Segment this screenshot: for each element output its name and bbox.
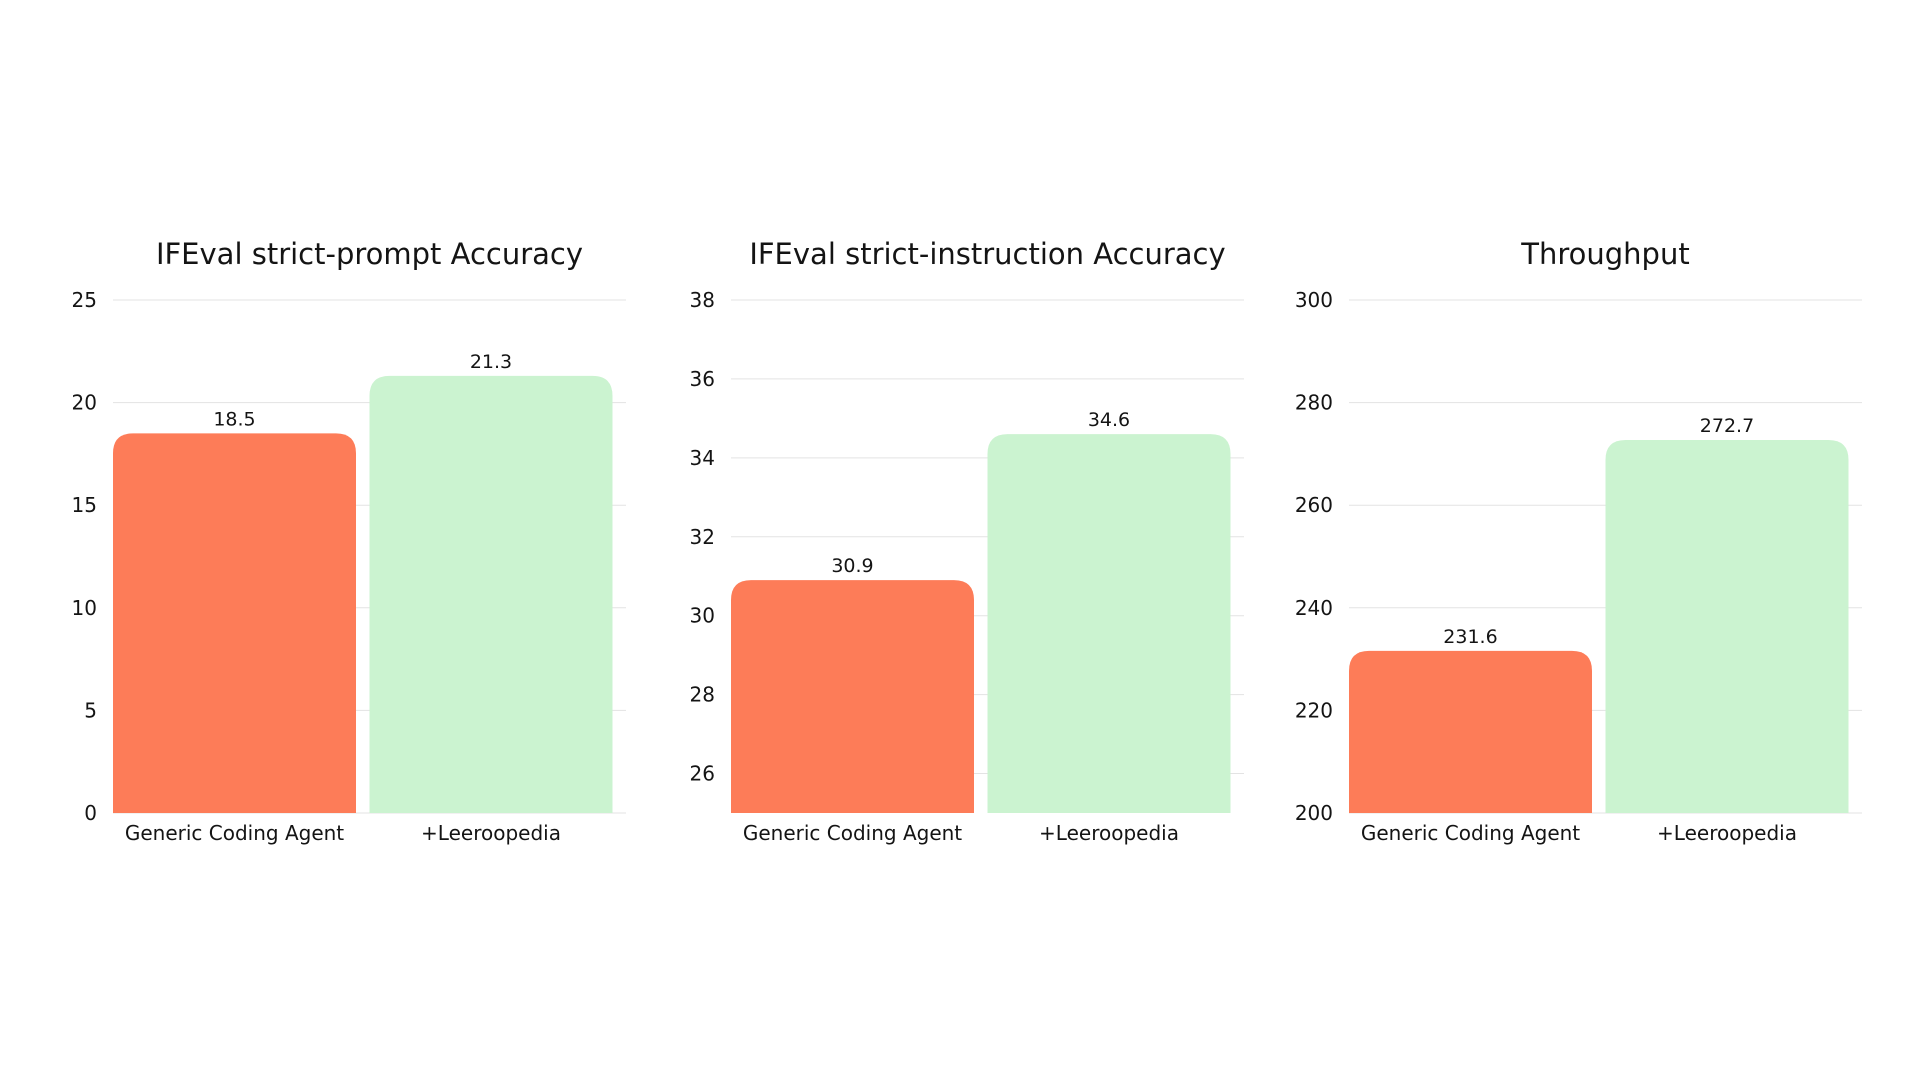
- x-tick-label: Generic Coding Agent: [1361, 821, 1580, 845]
- y-tick-label: 30: [690, 604, 715, 628]
- chart-2: 26 28 30 32 34 36 38 IFEval strict-instruction …: [690, 237, 1244, 845]
- bar-value-label: 34.6: [1088, 409, 1130, 431]
- y-tick-label: 0: [84, 801, 97, 825]
- y-tick-label: 34: [690, 446, 715, 470]
- y-tick-label: 260: [1295, 493, 1333, 517]
- bar-value-label: 30.9: [831, 555, 873, 577]
- y-tick-label: 280: [1295, 391, 1333, 415]
- y-tick-label: 240: [1295, 596, 1333, 620]
- chart-1: 0 5 10 15 20 25 IFEval strict-prompt Accuracy 1…: [72, 237, 626, 845]
- y-tick-label: 25: [72, 288, 97, 312]
- bar-value-label: 231.6: [1443, 626, 1497, 648]
- bar: [731, 580, 974, 813]
- y-tick-label: 20: [72, 391, 97, 415]
- y-tick-label: 26: [690, 762, 715, 786]
- bar: [1349, 650, 1592, 813]
- bar: [113, 433, 356, 813]
- y-tick-label: 10: [72, 596, 97, 620]
- chart-3: 200 220 240 260 280 300 Throughput 231.6 Generic…: [1295, 237, 1862, 845]
- bar-value-label: 21.3: [470, 351, 512, 373]
- x-tick-label: Generic Coding Agent: [743, 821, 962, 845]
- y-tick-label: 200: [1295, 801, 1333, 825]
- chart-title: Throughput: [1520, 237, 1689, 271]
- y-tick-label: 15: [72, 493, 97, 517]
- y-tick-label: 36: [690, 367, 715, 391]
- bar: [1605, 440, 1849, 813]
- bar-value-label: 272.7: [1700, 415, 1754, 437]
- x-tick-label: +Leeroopedia: [421, 821, 561, 845]
- y-tick-label: 38: [690, 288, 715, 312]
- y-tick-label: 300: [1295, 288, 1333, 312]
- chart-title: IFEval strict-prompt Accuracy: [156, 237, 583, 271]
- x-tick-label: +Leeroopedia: [1657, 821, 1797, 845]
- bar-value-label: 18.5: [213, 408, 255, 430]
- y-tick-label: 28: [690, 683, 715, 707]
- y-tick-label: 32: [690, 525, 715, 549]
- y-tick-label: 220: [1295, 698, 1333, 722]
- x-tick-label: Generic Coding Agent: [125, 821, 344, 845]
- bar: [987, 434, 1231, 813]
- x-tick-label: +Leeroopedia: [1039, 821, 1179, 845]
- y-tick-label: 5: [84, 698, 97, 722]
- bar: [369, 375, 613, 813]
- chart-title: IFEval strict-instruction Accuracy: [749, 237, 1225, 271]
